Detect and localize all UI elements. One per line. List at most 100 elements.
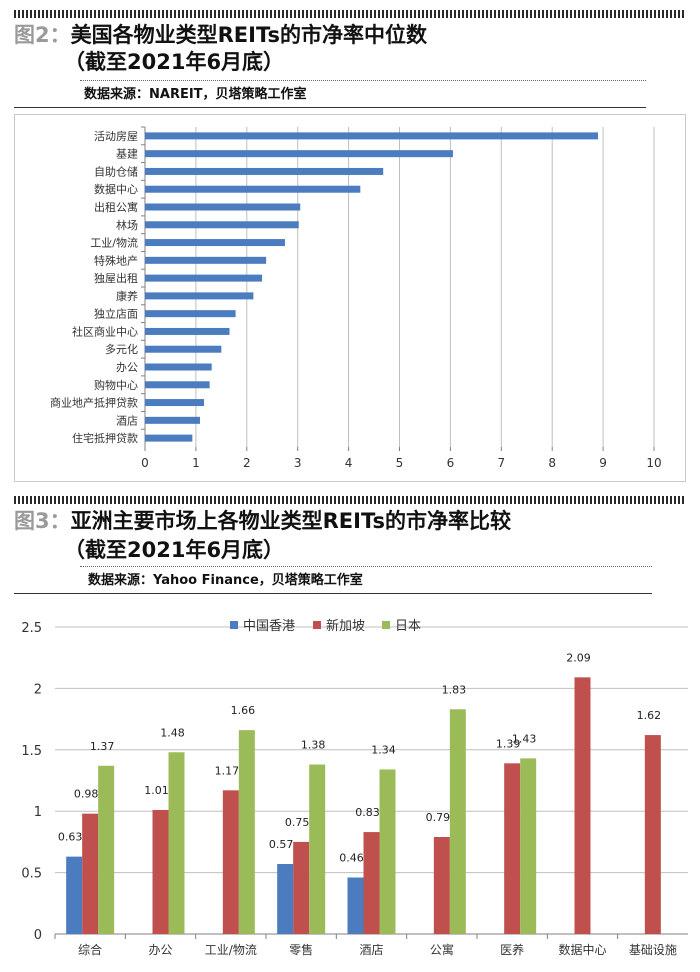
bar xyxy=(145,381,210,389)
x-tick-label: 9 xyxy=(599,456,607,470)
y-category-label: 特殊地产 xyxy=(94,253,138,267)
bar xyxy=(145,167,384,175)
x-tick-label: 5 xyxy=(396,456,404,470)
data-label: 0.75 xyxy=(285,816,310,829)
bar xyxy=(277,864,294,934)
x-category-label: 医养 xyxy=(500,942,524,957)
y-category-label: 商业地产抵押贷款 xyxy=(50,396,138,410)
bar xyxy=(145,256,267,264)
data-label: 1.37 xyxy=(90,740,115,753)
x-tick-label: 7 xyxy=(497,456,505,470)
y-category-label: 多元化 xyxy=(105,342,138,356)
x-category-label: 数据中心 xyxy=(558,942,606,957)
y-tick-label: 0 xyxy=(34,928,42,943)
x-tick-label: 2 xyxy=(243,456,251,470)
legend-label: 日本 xyxy=(395,619,421,634)
bar xyxy=(293,841,310,934)
y-category-label: 独立店面 xyxy=(94,307,138,321)
bar xyxy=(520,758,537,934)
figure2-subtitle: （截至2021年6月底） xyxy=(64,50,285,74)
figure2-title-text: 美国各物业类型REITs的市净率中位数 xyxy=(70,23,427,47)
bar xyxy=(145,132,599,140)
y-tick-label: 2 xyxy=(34,682,42,697)
x-tick-label: 6 xyxy=(447,456,455,470)
data-label: 1.34 xyxy=(371,743,396,756)
bar xyxy=(82,813,99,934)
figure3-label: 图3： xyxy=(14,509,71,533)
y-category-label: 自助仓储 xyxy=(94,164,138,178)
y-category-label: 社区商业中心 xyxy=(72,324,138,338)
data-label: 0.57 xyxy=(269,838,294,851)
legend-swatch xyxy=(382,621,390,629)
bar xyxy=(309,764,326,934)
y-category-label: 出租公寓 xyxy=(94,200,138,214)
bar xyxy=(145,203,301,211)
y-category-label: 购物中心 xyxy=(94,378,138,392)
header-hatch-rule xyxy=(14,10,686,18)
bar xyxy=(168,752,185,934)
bar xyxy=(347,877,364,934)
y-tick-label: 2.5 xyxy=(21,621,42,636)
x-tick-label: 3 xyxy=(294,456,302,470)
bar xyxy=(145,310,236,318)
y-tick-label: 1 xyxy=(34,805,42,820)
legend-label: 新加坡 xyxy=(326,618,365,634)
figure3-title-text: 亚洲主要市场上各物业类型REITs的市净率比较 xyxy=(70,509,511,533)
x-category-label: 工业/物流 xyxy=(205,943,257,957)
legend-swatch xyxy=(313,621,321,629)
figure2-chart: 0 1 2 3 4 5 6 7 8 9 10 活动房屋基建自助仓储数据中心出租公寓林场工业/物流特殊地… xyxy=(50,126,662,470)
x-tick-label: 10 xyxy=(646,456,661,470)
figure2-source: 数据来源：NAREIT，贝塔策略工作室 xyxy=(84,87,307,102)
data-label: 1.83 xyxy=(442,683,467,696)
x-category-label: 办公 xyxy=(148,942,172,957)
bar xyxy=(145,363,212,371)
x-category-label: 公寓 xyxy=(430,942,454,957)
data-label: 0.79 xyxy=(426,811,451,824)
x-tick-label: 0 xyxy=(141,456,149,470)
bar xyxy=(145,292,254,300)
data-label: 1.01 xyxy=(144,784,169,797)
header-hatch-rule-2 xyxy=(14,496,686,504)
data-label: 1.66 xyxy=(231,704,256,717)
figure3-title: 图3：亚洲主要市场上各物业类型REITs的市净率比较 xyxy=(14,507,511,535)
x-category-label: 酒店 xyxy=(359,943,383,957)
bar xyxy=(379,769,396,934)
y-tick-label: 0.5 xyxy=(21,867,42,882)
figure3-dotted-rule xyxy=(80,566,652,567)
bar xyxy=(449,709,466,934)
data-label: 0.46 xyxy=(339,852,364,865)
data-label: 1.38 xyxy=(301,739,326,752)
bar xyxy=(238,730,255,934)
y-category-label: 工业/物流 xyxy=(90,236,138,250)
bar xyxy=(222,790,239,934)
legend-swatch xyxy=(230,621,238,629)
bar xyxy=(145,150,453,158)
figure3-solid-rule xyxy=(14,593,652,594)
data-label: 0.83 xyxy=(355,806,380,819)
data-label: 1.17 xyxy=(215,764,240,777)
bar xyxy=(145,399,205,407)
bar xyxy=(145,434,193,442)
y-category-label: 酒店 xyxy=(116,413,138,427)
data-label: 0.98 xyxy=(74,788,99,801)
x-category-label: 零售 xyxy=(289,942,313,957)
y-category-label: 数据中心 xyxy=(94,182,138,196)
x-category-label: 综合 xyxy=(78,942,102,957)
bar xyxy=(145,327,230,335)
x-tick-label: 4 xyxy=(345,456,353,470)
bar xyxy=(98,765,115,934)
bar xyxy=(145,185,361,193)
y-category-label: 住宅抵押贷款 xyxy=(72,431,138,445)
x-category-label: 基础设施 xyxy=(629,943,677,957)
y-category-label: 活动房屋 xyxy=(94,130,138,143)
figure3-source: 数据来源：Yahoo Finance，贝塔策略工作室 xyxy=(88,573,363,588)
bar xyxy=(504,763,521,934)
figure2-label: 图2： xyxy=(14,23,71,47)
bar xyxy=(66,856,83,934)
data-label: 1.48 xyxy=(160,726,185,739)
y-category-label: 独屋出租 xyxy=(94,271,138,285)
bar xyxy=(574,677,591,934)
data-label: 1.43 xyxy=(512,732,537,745)
figure2-dotted-rule xyxy=(80,80,646,81)
